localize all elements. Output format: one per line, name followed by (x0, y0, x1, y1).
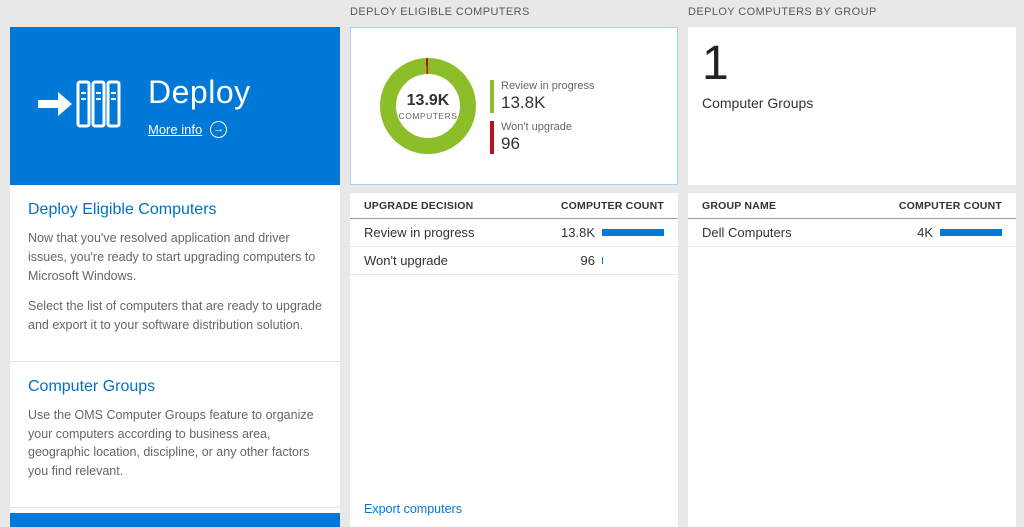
legend-item-review-in-progress: Review in progress 13.8K (490, 80, 595, 113)
export-computers-link[interactable]: Export computers (364, 502, 462, 516)
eligible-computers-chart-tile[interactable]: 13.9K COMPUTERS Review in progress 13.8K… (350, 27, 678, 185)
legend-swatch-red (490, 121, 494, 154)
section-divider (10, 360, 340, 362)
section-paragraph: Use the OMS Computer Groups feature to o… (28, 407, 314, 478)
more-info-link[interactable]: More info (148, 122, 203, 137)
row-bar-track (940, 229, 1002, 236)
upgrade-decision-table: UPGRADE DECISION COMPUTER COUNT Review i… (350, 193, 678, 527)
page-title: Deploy (148, 74, 251, 110)
section-heading-eligible: Deploy Eligible Computers (28, 201, 217, 218)
row-label: Dell Computers (702, 225, 792, 240)
column-header-group-name: GROUP NAME (702, 200, 777, 212)
section-paragraph: Now that you've resolved application and… (28, 231, 316, 283)
legend-value: 13.8K (501, 93, 546, 112)
legend-swatch-green (490, 80, 494, 113)
panel-title-groups: DEPLOY COMPUTERS BY GROUP (688, 6, 877, 18)
legend-value: 96 (501, 134, 520, 153)
row-label: Won't upgrade (364, 253, 448, 268)
bottom-accent-bar (10, 513, 340, 527)
donut-center-label: COMPUTERS (398, 110, 458, 121)
table-header-row: UPGRADE DECISION COMPUTER COUNT (350, 193, 678, 219)
row-value: 4K (917, 225, 933, 240)
donut-center-value: 13.9K (406, 91, 450, 109)
computer-groups-count-tile[interactable]: 1 Computer Groups (688, 27, 1016, 185)
row-bar-track (602, 229, 664, 236)
deploy-icon (36, 73, 122, 140)
section-deploy-eligible: Deploy Eligible Computers Now that you'v… (10, 185, 340, 361)
table-row[interactable]: Review in progress 13.8K (350, 219, 678, 247)
table-header-row: GROUP NAME COMPUTER COUNT (688, 193, 1016, 219)
donut-center: 13.9K COMPUTERS (396, 74, 460, 138)
deploy-computers-by-group-panel: DEPLOY COMPUTERS BY GROUP 1 Computer Gro… (688, 0, 1016, 527)
section-divider (10, 506, 340, 508)
donut-chart[interactable]: 13.9K COMPUTERS (380, 58, 476, 154)
deploy-description-panel: Deploy Eligible Computers Now that you'v… (10, 185, 340, 527)
more-info-arrow-icon[interactable]: → (210, 121, 228, 138)
table-row[interactable]: Won't upgrade 96 (350, 247, 678, 275)
group-count-label: Computer Groups (702, 94, 814, 111)
table-row[interactable]: Dell Computers 4K (688, 219, 1016, 247)
deploy-overview-panel: Deploy More info → Deploy Eligible Compu… (10, 0, 340, 527)
section-heading-groups: Computer Groups (28, 377, 156, 395)
row-value: 96 (580, 253, 595, 268)
group-count: 1 (702, 37, 729, 90)
legend-label: Review in progress (501, 80, 595, 92)
row-bar (602, 257, 604, 264)
row-label: Review in progress (364, 225, 475, 240)
section-paragraph: Select the list of computers that are re… (28, 299, 322, 332)
column-header-computer-count: COMPUTER COUNT (898, 200, 1002, 212)
legend-label: Won't upgrade (501, 121, 573, 133)
row-bar (940, 229, 1002, 236)
legend-item-wont-upgrade: Won't upgrade 96 (490, 121, 595, 154)
row-bar (602, 229, 664, 236)
group-table: GROUP NAME COMPUTER COUNT Dell Computers… (688, 193, 1016, 527)
chart-legend: Review in progress 13.8K Won't upgrade 9… (490, 80, 595, 162)
row-value: 13.8K (561, 225, 595, 240)
section-computer-groups: Computer Groups Use the OMS Computer Gro… (10, 362, 340, 507)
column-header-computer-count: COMPUTER COUNT (560, 200, 664, 212)
row-bar-track (602, 257, 664, 264)
deploy-header-tile[interactable]: Deploy More info → (10, 27, 340, 185)
deploy-eligible-computers-panel: DEPLOY ELIGIBLE COMPUTERS 13.9K COMPUTER… (350, 0, 678, 527)
column-header-upgrade-decision: UPGRADE DECISION (364, 200, 474, 212)
panel-title-eligible: DEPLOY ELIGIBLE COMPUTERS (350, 6, 530, 18)
